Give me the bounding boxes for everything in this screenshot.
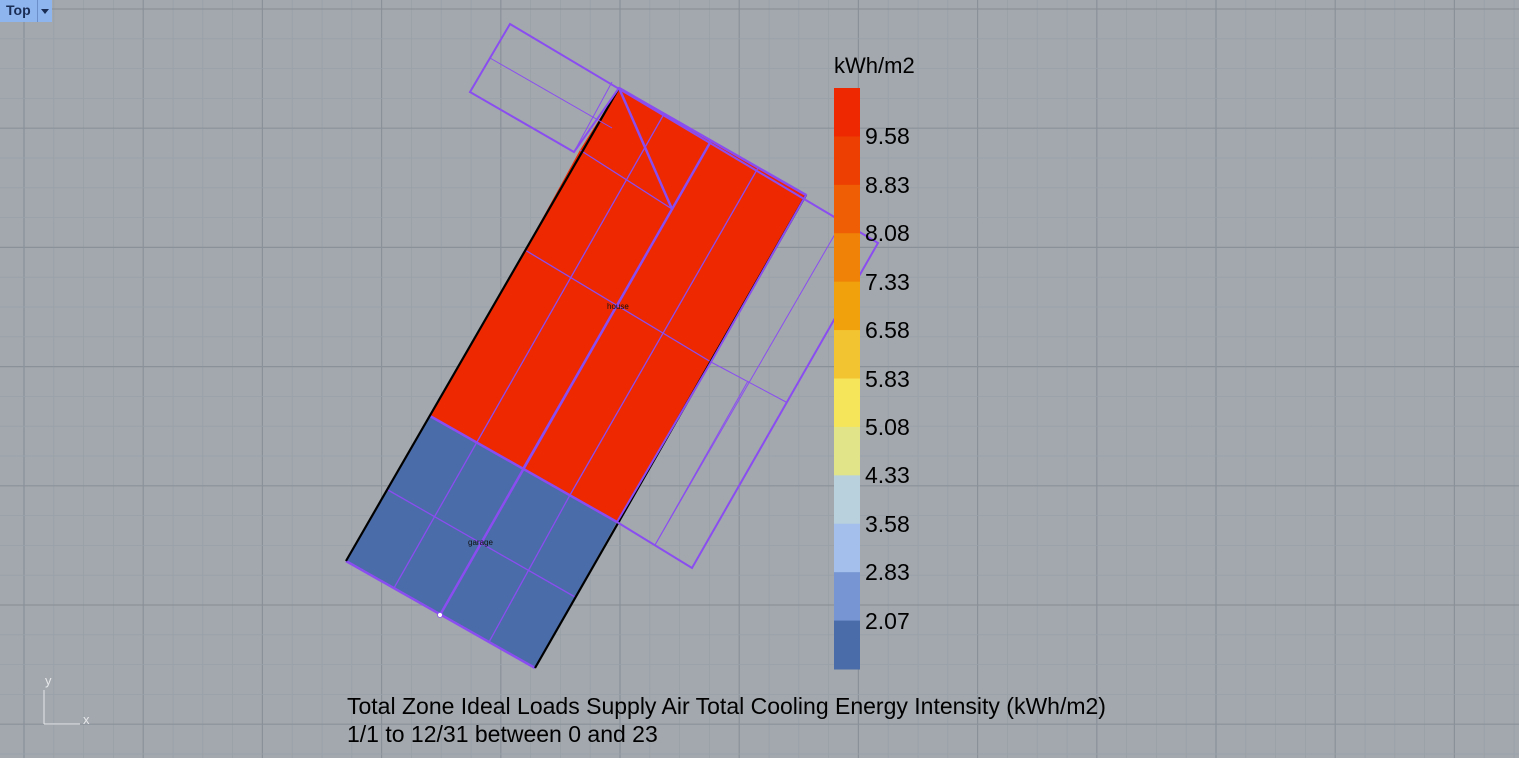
legend-swatch: [834, 572, 860, 622]
legend-label: 2.07: [865, 607, 910, 634]
axis-label-x: x: [83, 712, 90, 727]
legend-swatch: [834, 184, 860, 234]
legend-label: 8.83: [865, 171, 910, 198]
viewport-tab[interactable]: Top: [0, 0, 52, 22]
legend-swatch: [834, 281, 860, 331]
caption-line-2: 1/1 to 12/31 between 0 and 23: [347, 721, 658, 747]
legend-label: 6.58: [865, 317, 910, 344]
legend-label: 9.58: [865, 123, 910, 150]
legend-swatch: [834, 378, 860, 428]
zone-label-house: house: [607, 302, 629, 311]
chevron-down-icon[interactable]: [37, 0, 52, 22]
zone-label-garage: garage: [468, 538, 493, 547]
axis-label-y: y: [45, 673, 52, 688]
legend-color-bar: [834, 88, 860, 670]
legend-swatch: [834, 620, 860, 670]
legend-swatch: [834, 88, 860, 137]
legend-title: kWh/m2: [834, 53, 915, 78]
context-outlines: [468, 22, 880, 570]
legend-label: 4.33: [865, 462, 910, 489]
legend-swatch: [834, 523, 860, 573]
model-origin-point[interactable]: [437, 612, 443, 618]
legend-label: 2.83: [865, 559, 910, 586]
world-axes-icon: [43, 690, 80, 725]
building-model[interactable]: [345, 22, 880, 670]
legend-label: 3.58: [865, 510, 910, 537]
legend-swatch: [834, 330, 860, 379]
legend-swatch: [834, 233, 860, 283]
legend-label: 8.08: [865, 220, 910, 247]
legend-label: 5.83: [865, 365, 910, 392]
legend-swatch: [834, 426, 860, 476]
legend-label: 5.08: [865, 413, 910, 440]
legend-swatch: [834, 475, 860, 525]
legend-label: 7.33: [865, 268, 910, 295]
legend-swatch: [834, 136, 860, 186]
viewport-title[interactable]: Top: [0, 0, 38, 22]
caption-line-1: Total Zone Ideal Loads Supply Air Total …: [347, 693, 1106, 719]
